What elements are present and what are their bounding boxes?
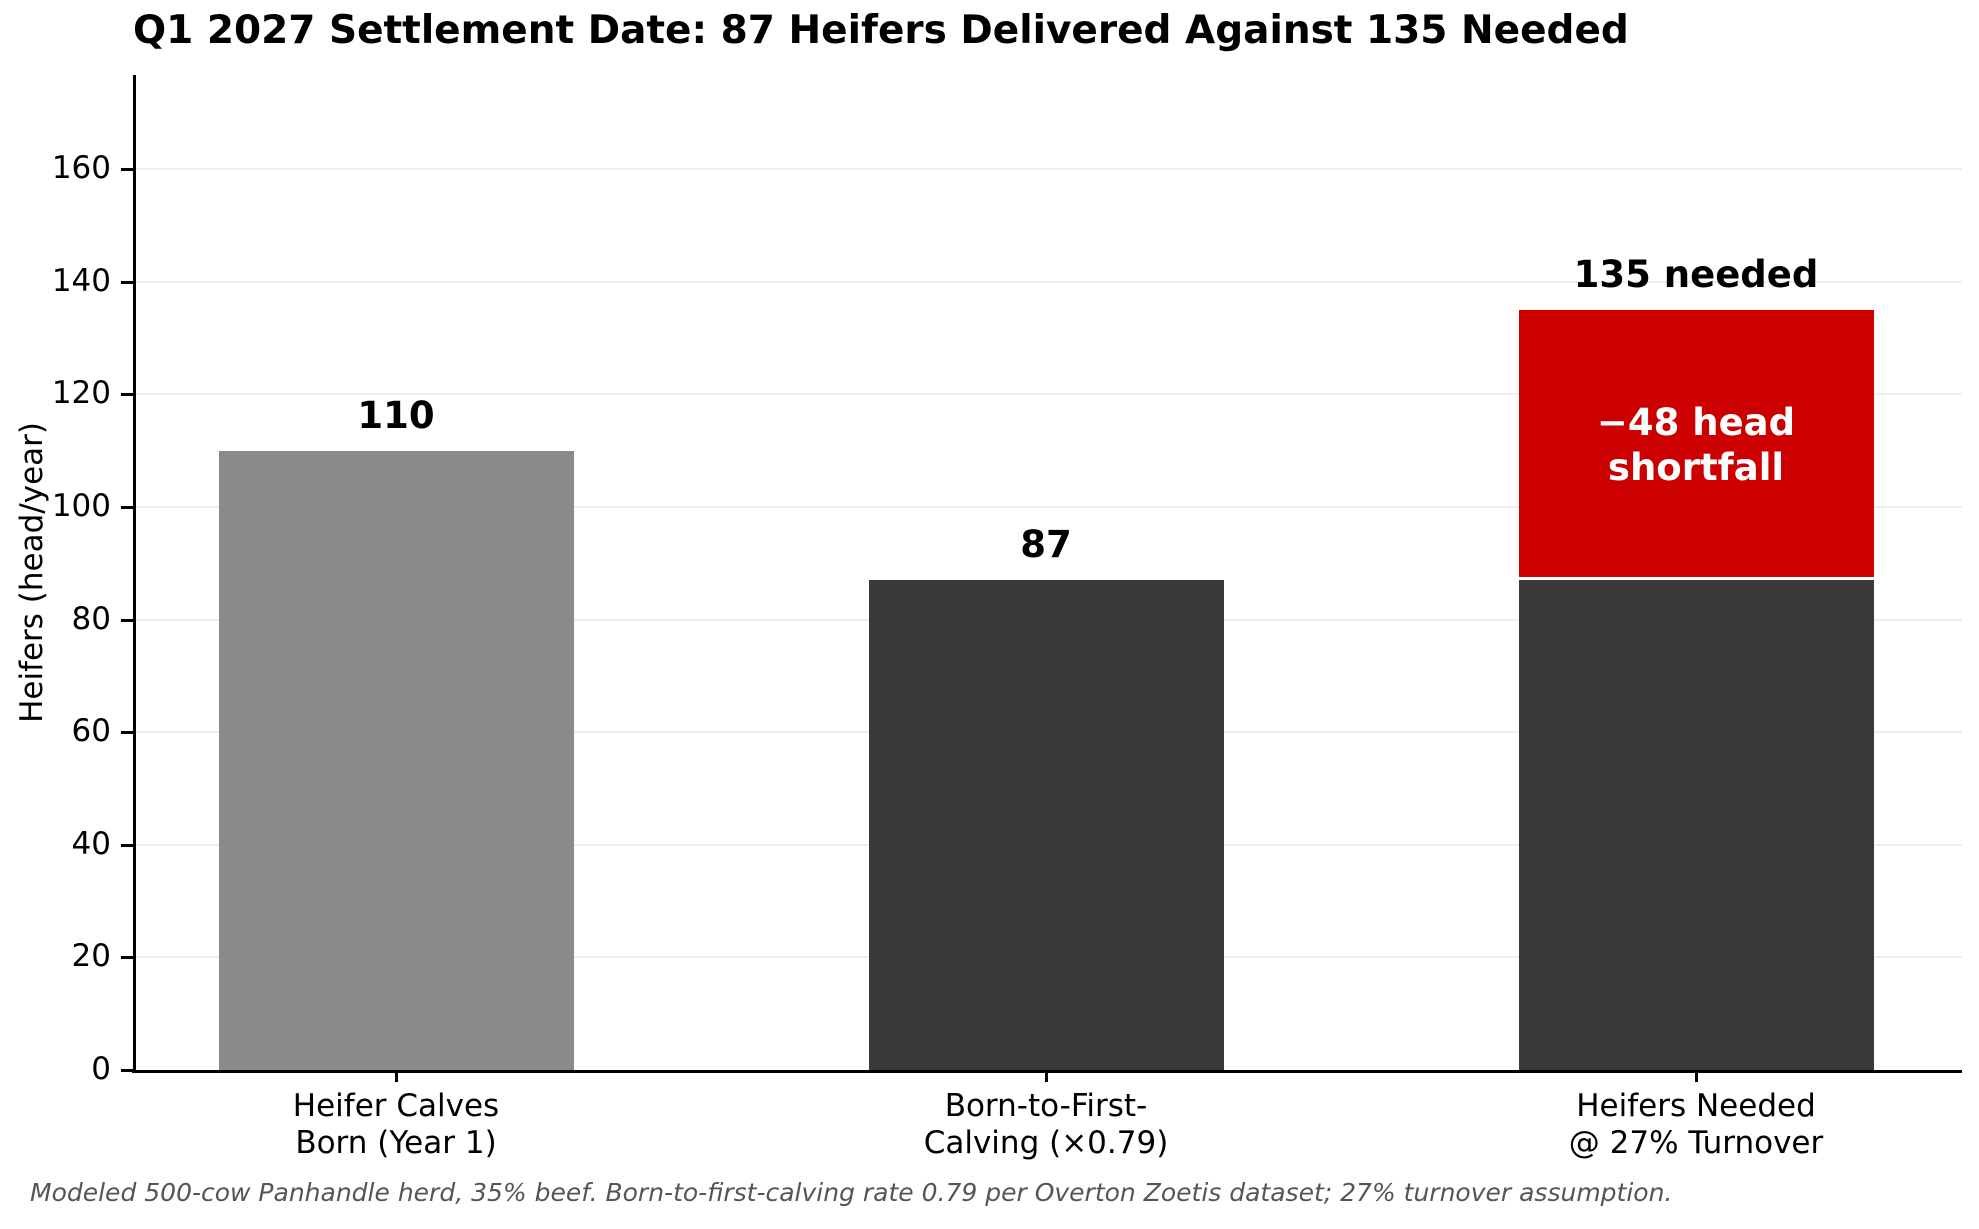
bar-2-segment-label: −48 head shortfall [1596,401,1796,490]
bar-1-segment-0 [868,580,1224,1070]
y-tick-label-160: 160 [51,150,111,187]
gridline-y140 [133,280,1962,283]
y-tick-label-120: 120 [51,375,111,412]
y-tick-label-140: 140 [51,262,111,299]
bar-0-value-label: 110 [357,393,435,437]
x-tick-2 [1695,1070,1698,1082]
gridline-y160 [133,168,1962,171]
x-tick-label-2: Heifers Needed @ 27% Turnover [1568,1088,1824,1161]
x-tick-label-1: Born-to-First- Calving (×0.79) [923,1088,1169,1161]
x-tick-1 [1045,1070,1048,1082]
bar-2-segment-0 [1518,580,1874,1070]
y-tick-80 [121,618,133,622]
y-tick-140 [121,280,133,284]
bar-0-segment-0 [218,450,574,1070]
y-tick-label-20: 20 [71,938,111,975]
y-tick-label-80: 80 [71,600,111,637]
y-tick-label-0: 0 [91,1051,111,1087]
y-tick-label-40: 40 [71,825,111,862]
y-tick-160 [121,168,133,172]
y-tick-60 [121,731,133,735]
y-tick-label-100: 100 [51,488,111,524]
gridline-y100 [133,506,1962,508]
bar-1-value-label: 87 [1020,523,1072,567]
y-tick-100 [121,506,133,509]
x-tick-label-0: Heifer Calves Born (Year 1) [292,1088,500,1161]
bar-2-value-label: 135 needed [1573,252,1819,296]
y-tick-0 [121,1069,133,1072]
x-tick-0 [395,1070,398,1082]
gridline-y120 [133,393,1962,396]
y-tick-20 [121,956,133,960]
chart-title: Q1 2027 Settlement Date: 87 Heifers Deli… [133,8,1629,53]
y-tick-40 [121,843,133,847]
y-tick-120 [121,393,133,397]
footnote: Modeled 500-cow Panhandle herd, 35% beef… [30,1178,1673,1207]
bar-2-segment-1 [1518,309,1874,581]
y-axis-spine [133,75,136,1073]
x-axis-spine [132,1070,1962,1073]
y-tick-label-60: 60 [71,713,111,750]
